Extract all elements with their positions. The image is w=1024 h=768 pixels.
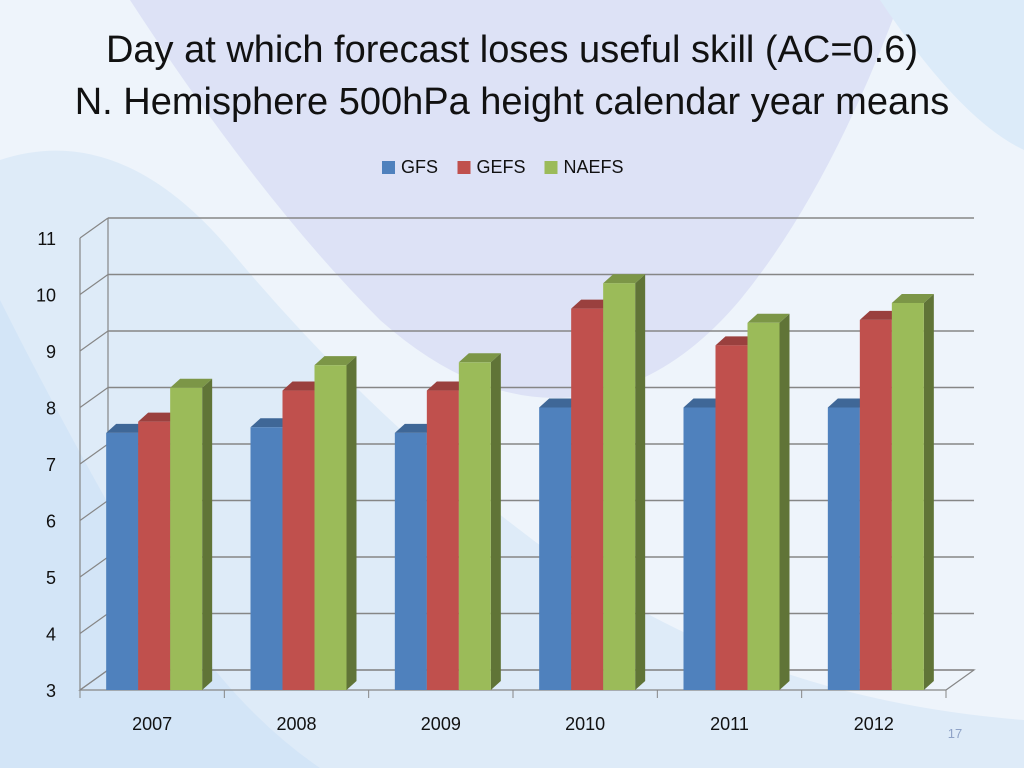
x-tick-label: 2008: [276, 714, 316, 734]
gridline-side: [79, 500, 109, 521]
y-tick-label: 10: [36, 286, 56, 306]
bar-gfs: [683, 407, 716, 690]
bar-top-naefs: [314, 356, 357, 366]
bar-gfs: [539, 407, 572, 690]
bar-side-naefs: [923, 293, 934, 690]
slide-number: 17: [947, 726, 963, 741]
bar-top-gefs: [426, 381, 469, 391]
bar-side-naefs: [202, 378, 213, 690]
x-tick-label: 2012: [854, 714, 894, 734]
y-tick-label: 9: [46, 342, 56, 362]
gridline-side: [79, 387, 109, 408]
bar-top-gefs: [282, 381, 325, 391]
bar-naefs: [170, 387, 203, 690]
bar-naefs: [747, 322, 780, 690]
bar-top-naefs: [891, 293, 934, 303]
bar-side-naefs: [635, 274, 646, 690]
legend-label: GEFS: [477, 157, 526, 177]
bar-top-gefs: [138, 412, 181, 422]
bar-top-gfs: [827, 398, 870, 408]
x-tick-label: 2009: [421, 714, 461, 734]
bar-top-naefs: [603, 274, 646, 284]
bar-top-gfs: [106, 423, 149, 433]
gridline-side: [79, 556, 109, 578]
bar-gfs: [394, 432, 427, 690]
gridline-side: [79, 443, 109, 465]
legend-swatch-gefs: [457, 161, 471, 174]
bar-gefs: [282, 390, 315, 690]
gridline-side: [79, 330, 109, 352]
bar-top-gfs: [250, 418, 293, 428]
bar-gefs: [571, 308, 604, 690]
bar-top-gefs: [715, 336, 758, 346]
x-tick-label: 2010: [565, 714, 605, 734]
bar-gefs: [426, 390, 459, 690]
bar-naefs: [891, 302, 924, 690]
x-tick-label: 2007: [132, 714, 172, 734]
bar-top-naefs: [170, 378, 213, 388]
bar-side-naefs: [346, 356, 357, 690]
y-tick-label: 5: [46, 568, 56, 588]
y-tick-label: 4: [46, 625, 56, 645]
y-tick-label: 11: [37, 229, 56, 249]
gridline-side: [79, 613, 109, 634]
legend-label: NAEFS: [564, 157, 624, 177]
legend-swatch-gfs: [382, 161, 395, 174]
bar-naefs: [603, 283, 636, 690]
bar-gefs: [138, 421, 171, 690]
y-tick-label: 8: [46, 399, 56, 419]
bar-top-gefs: [571, 299, 614, 309]
x-tick-label: 2011: [710, 714, 749, 734]
y-tick-label: 6: [46, 512, 56, 532]
bar-gefs: [859, 319, 892, 690]
bar-top-gfs: [683, 398, 726, 408]
bar-gefs: [715, 345, 748, 690]
gridline-side: [79, 274, 109, 295]
y-tick-label: 7: [46, 455, 56, 475]
bar-top-gefs: [859, 310, 902, 320]
slide-title-line-2: N. Hemisphere 500hPa height calendar yea…: [74, 81, 950, 123]
bar-side-naefs: [779, 313, 790, 690]
bar-side-naefs: [490, 353, 501, 690]
bar-naefs: [314, 365, 347, 690]
legend-label: GFS: [401, 157, 438, 177]
y-tick-label: 3: [46, 681, 56, 701]
gridline-side: [79, 217, 109, 239]
slide-title-line-1: Day at which forecast loses useful skill…: [105, 29, 919, 71]
bar-gfs: [250, 427, 283, 690]
bar-gfs: [827, 407, 860, 690]
bar-top-gfs: [394, 423, 437, 433]
bar-naefs: [458, 362, 491, 690]
legend-swatch-naefs: [544, 161, 558, 174]
bar-top-gfs: [539, 398, 582, 408]
bar-top-naefs: [747, 313, 790, 323]
bar-gfs: [106, 432, 139, 690]
bar-top-naefs: [458, 353, 501, 363]
